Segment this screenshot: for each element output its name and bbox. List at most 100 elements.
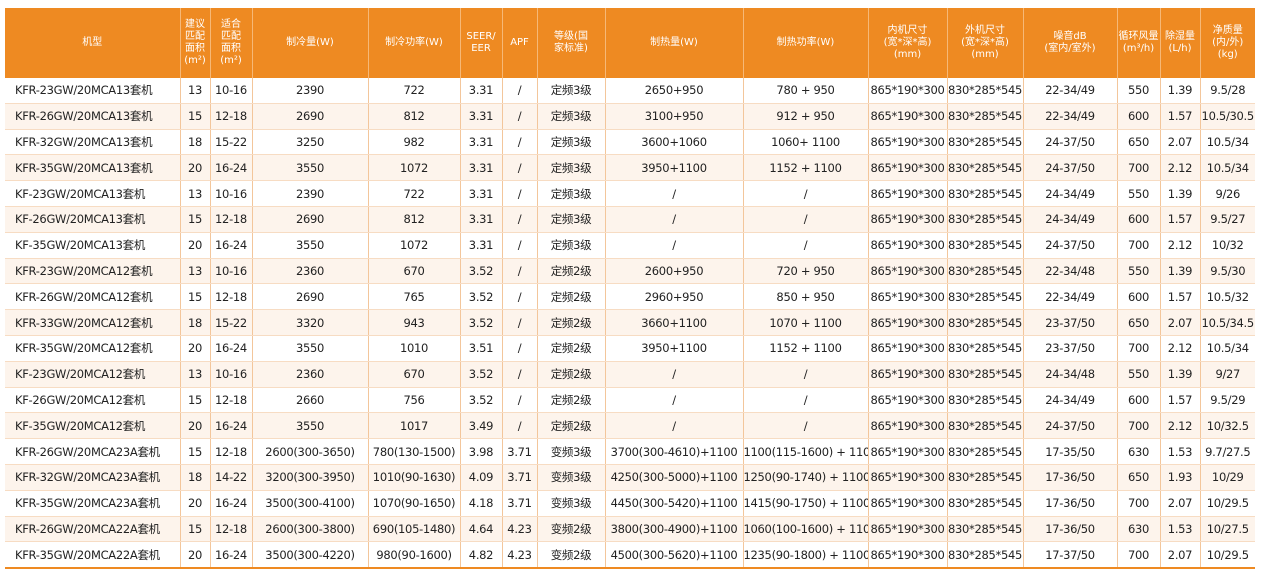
table-cell: 12-18 xyxy=(210,283,253,311)
table-cell: 550 xyxy=(1117,180,1161,207)
table-cell: 15 xyxy=(180,206,211,233)
table-row: KFR-23GW/20MCA13套机 13 10-16 2390 722 3.31/定频3… xyxy=(5,78,1255,104)
table-cell: 3.31 xyxy=(460,180,503,207)
table-cell: 722 xyxy=(368,180,461,207)
table-row: KF-23GW/20MCA12套机 13 10-16 2360 670 3.52/定频2级… xyxy=(5,361,1255,388)
table-cell: 865*190*300 xyxy=(868,361,948,388)
model-cell: KFR-26GW/20MCA12套机 xyxy=(5,283,181,311)
table-cell: 18 xyxy=(180,129,211,156)
table-cell: 1.57 xyxy=(1160,283,1201,311)
table-cell: 3320 xyxy=(252,309,369,336)
table-cell: 定频2级 xyxy=(537,412,606,440)
table-cell: 600 xyxy=(1117,103,1161,130)
table-cell: 15-22 xyxy=(210,129,253,156)
table-cell: 2600(300-3800) xyxy=(252,516,369,543)
table-cell: / xyxy=(743,361,869,388)
table-cell: 1072 xyxy=(368,232,461,259)
model-cell: KF-23GW/20MCA12套机 xyxy=(5,361,181,388)
table-cell: 830*285*545 xyxy=(947,516,1024,543)
model-cell: KF-23GW/20MCA13套机 xyxy=(5,180,181,207)
table-cell: 2.07 xyxy=(1160,309,1201,336)
table-cell: 2390 xyxy=(252,78,369,104)
table-cell: 600 xyxy=(1117,387,1161,414)
table-cell: 18 xyxy=(180,309,211,336)
table-cell: 830*285*545 xyxy=(947,206,1024,233)
table-cell: 550 xyxy=(1117,78,1161,104)
table-cell: 600 xyxy=(1117,283,1161,311)
table-cell: 3.31 xyxy=(460,232,503,259)
table-cell: 830*285*545 xyxy=(947,490,1024,517)
table-cell: 10.5/34 xyxy=(1200,129,1255,156)
table-cell: / xyxy=(502,335,538,362)
table-row: KF-23GW/20MCA13套机 13 10-16 2390 722 3.31/定频3级… xyxy=(5,180,1255,207)
table-cell: 20 xyxy=(180,541,211,569)
table-cell: 3200(300-3950) xyxy=(252,464,369,491)
table-cell: 3500(300-4100) xyxy=(252,490,369,517)
table-cell: 780(130-1500) xyxy=(368,438,461,465)
table-cell: 17-36/50 xyxy=(1023,516,1118,543)
table-cell: 700 xyxy=(1117,490,1161,517)
table-cell: / xyxy=(743,412,869,440)
table-cell: 10/29.5 xyxy=(1200,490,1255,517)
table-cell: 943 xyxy=(368,309,461,336)
table-cell: 16-24 xyxy=(210,412,253,440)
table-cell: 982 xyxy=(368,129,461,156)
column-header: 循环风量 (m³/h) xyxy=(1117,8,1161,78)
table-cell: 550 xyxy=(1117,361,1161,388)
table-cell: / xyxy=(502,180,538,207)
table-cell: 1.53 xyxy=(1160,438,1201,465)
table-row: KFR-26GW/20MCA12套机 15 12-18 2690 765 3.52/定频2… xyxy=(5,283,1255,311)
table-cell: 865*190*300 xyxy=(868,103,948,130)
table-cell: 722 xyxy=(368,78,461,104)
table-cell: 3550 xyxy=(252,335,369,362)
table-cell: 2600(300-3650) xyxy=(252,438,369,465)
table-cell: 23-37/50 xyxy=(1023,335,1118,362)
table-cell: 10.5/30.5 xyxy=(1200,103,1255,130)
table-cell: 3.52 xyxy=(460,361,503,388)
table-cell: 2600+950 xyxy=(605,258,744,285)
table-cell: 3.71 xyxy=(502,490,538,517)
table-cell: 3.71 xyxy=(502,464,538,491)
table-cell: 3.52 xyxy=(460,387,503,414)
table-cell: 700 xyxy=(1117,541,1161,569)
table-cell: / xyxy=(502,206,538,233)
table-cell: 3.71 xyxy=(502,438,538,465)
table-cell: 10.5/32 xyxy=(1200,283,1255,311)
table-cell: 9.5/27 xyxy=(1200,206,1255,233)
table-cell: 20 xyxy=(180,232,211,259)
table-cell: 10/29 xyxy=(1200,464,1255,491)
table-row: KFR-32GW/20MCA23A套机 18 14-22 3200(300-3950)… xyxy=(5,464,1255,491)
table-cell: 2360 xyxy=(252,361,369,388)
table-cell: / xyxy=(502,232,538,259)
table-cell: 4.18 xyxy=(460,490,503,517)
table-cell: 670 xyxy=(368,258,461,285)
table-cell: 20 xyxy=(180,412,211,440)
spec-table: 机型 建议 匹配 面积 (m²) 适合 匹配 面积 (m²) 制冷量(W) 制冷功率(W… xyxy=(5,8,1255,570)
table-cell: 1010(90-1630) xyxy=(368,464,461,491)
table-cell: 830*285*545 xyxy=(947,78,1024,104)
table-cell: 650 xyxy=(1117,129,1161,156)
table-cell: 1152 + 1100 xyxy=(743,154,869,182)
table-cell: 定频2级 xyxy=(537,361,606,388)
table-row: KFR-33GW/20MCA12套机 18 15-22 3320 943 3.52/定频2… xyxy=(5,309,1255,336)
table-cell: / xyxy=(502,387,538,414)
table-cell: 720 + 950 xyxy=(743,258,869,285)
table-cell: / xyxy=(502,412,538,440)
table-cell: 10/27.5 xyxy=(1200,516,1255,543)
table-cell: 830*285*545 xyxy=(947,103,1024,130)
model-cell: KFR-26GW/20MCA13套机 xyxy=(5,103,181,130)
column-header: 制热功率(W) xyxy=(743,8,869,78)
table-cell: 630 xyxy=(1117,516,1161,543)
table-cell: / xyxy=(605,206,744,233)
table-cell: 2690 xyxy=(252,283,369,311)
table-cell: 17-36/50 xyxy=(1023,464,1118,491)
table-cell: 830*285*545 xyxy=(947,180,1024,207)
table-cell: 10.5/34 xyxy=(1200,335,1255,362)
table-cell: 830*285*545 xyxy=(947,154,1024,182)
table-cell: 700 xyxy=(1117,412,1161,440)
table-row: KFR-35GW/20MCA22A套机 20 16-24 3500(300-4220)… xyxy=(5,541,1255,569)
table-cell: 13 xyxy=(180,258,211,285)
table-cell: 12-18 xyxy=(210,516,253,543)
table-cell: 10-16 xyxy=(210,78,253,104)
